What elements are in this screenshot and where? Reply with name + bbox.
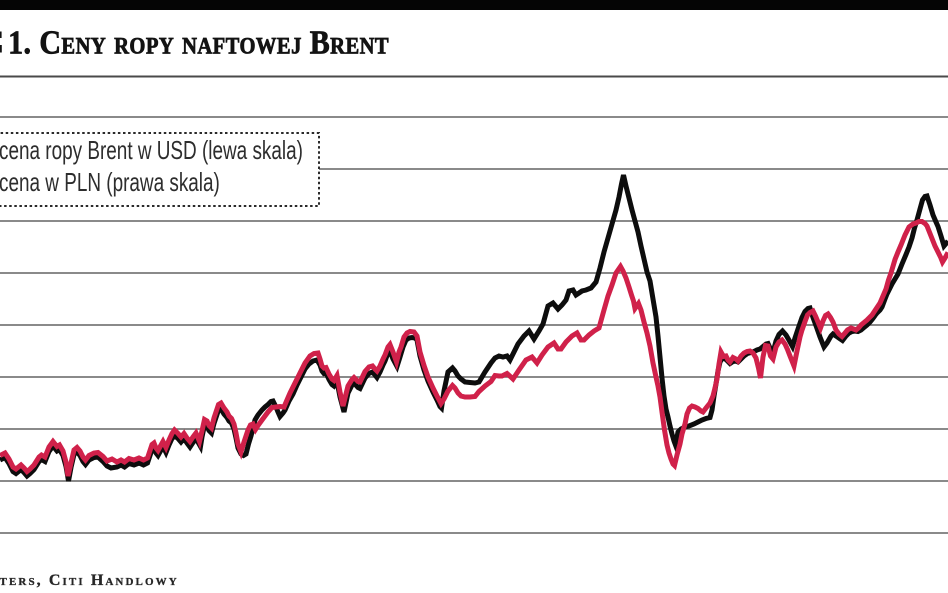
svg-text:cena ropy Brent w USD (lewa sk: cena ropy Brent w USD (lewa skala): [0, 135, 303, 165]
svg-text:Reuters, Citi Handlowy: Reuters, Citi Handlowy: [0, 572, 179, 589]
svg-text:cena w PLN (prawa skala): cena w PLN (prawa skala): [0, 167, 220, 197]
svg-text:1. Ceny ropy naftowej Brent: 1. Ceny ropy naftowej Brent: [8, 23, 389, 61]
